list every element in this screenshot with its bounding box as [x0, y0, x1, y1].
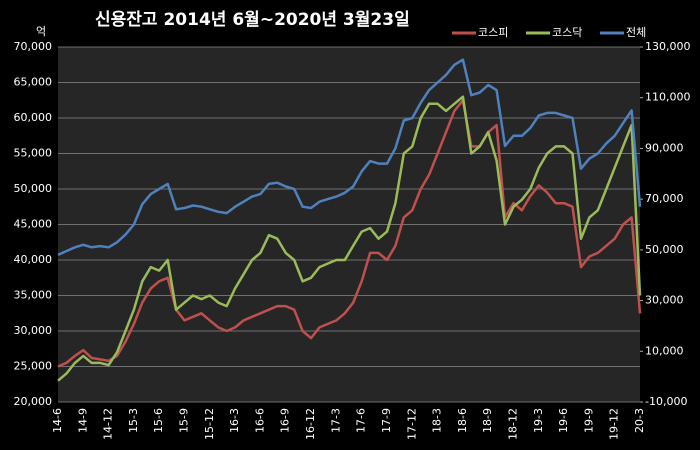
legend-label: 코스닥 — [552, 26, 582, 39]
x-tick-label: 15-6 — [152, 408, 165, 433]
y-tick-label: 40,000 — [14, 253, 53, 266]
series-line — [57, 99, 642, 368]
y2-tick-label: 90,000 — [645, 141, 684, 154]
x-tick-label: 19-6 — [557, 408, 570, 433]
y-tick-label: 70,000 — [14, 40, 53, 53]
x-tick-label: 14-12 — [102, 408, 115, 440]
x-tick-label: 15-9 — [178, 408, 191, 433]
y2-tick-label: -10,000 — [645, 395, 687, 408]
series-line — [57, 95, 642, 382]
x-tick-label: 16-6 — [253, 408, 266, 433]
legend-label: 코스피 — [478, 26, 508, 39]
y2-tick-label: 130,000 — [645, 40, 691, 53]
x-tick-label: 18-6 — [456, 408, 469, 433]
y-tick-label: 30,000 — [14, 324, 53, 337]
x-tick-label: 19-3 — [532, 408, 545, 433]
y-tick-label: 45,000 — [14, 218, 53, 231]
x-tick-label: 18-12 — [506, 408, 519, 440]
x-tick-label: 14-6 — [51, 408, 64, 433]
y-tick-label: 35,000 — [14, 289, 53, 302]
y-tick-label: 25,000 — [14, 360, 53, 373]
legend-label: 전체 — [626, 26, 646, 39]
chart-title: 신용잔고 2014년 6월~2020년 3월23일 — [95, 10, 410, 30]
y-tick-label: 55,000 — [14, 147, 53, 160]
x-tick-label: 18-9 — [481, 408, 494, 433]
x-tick-label: 16-3 — [228, 408, 241, 433]
x-tick-label: 15-3 — [127, 408, 140, 433]
y2-tick-label: 110,000 — [645, 91, 691, 104]
y2-tick-label: 70,000 — [645, 192, 684, 205]
x-tick-label: 16-12 — [304, 408, 317, 440]
x-tick-label: 19-12 — [608, 408, 621, 440]
y2-tick-label: 50,000 — [645, 243, 684, 256]
x-tick-label: 20-3 — [633, 408, 646, 433]
y-tick-label: 50,000 — [14, 182, 53, 195]
series-line — [57, 58, 642, 257]
x-tick-label: 19-9 — [582, 408, 595, 433]
x-tick-label: 17-6 — [355, 408, 368, 433]
x-tick-label: 18-3 — [431, 408, 444, 433]
y-tick-label: 60,000 — [14, 111, 53, 124]
y-tick-label: 65,000 — [14, 76, 53, 89]
y-unit: 억 — [36, 25, 46, 38]
x-tick-label: 15-12 — [203, 408, 216, 440]
y-tick-label: 20,000 — [14, 395, 53, 408]
x-tick-label: 17-12 — [405, 408, 418, 440]
y2-tick-label: 30,000 — [645, 294, 684, 307]
x-tick-label: 14-9 — [76, 408, 89, 433]
x-tick-label: 16-9 — [279, 408, 292, 433]
y2-tick-label: 10,000 — [645, 344, 684, 357]
x-tick-label: 17-3 — [329, 408, 342, 433]
x-tick-label: 17-9 — [380, 408, 393, 433]
